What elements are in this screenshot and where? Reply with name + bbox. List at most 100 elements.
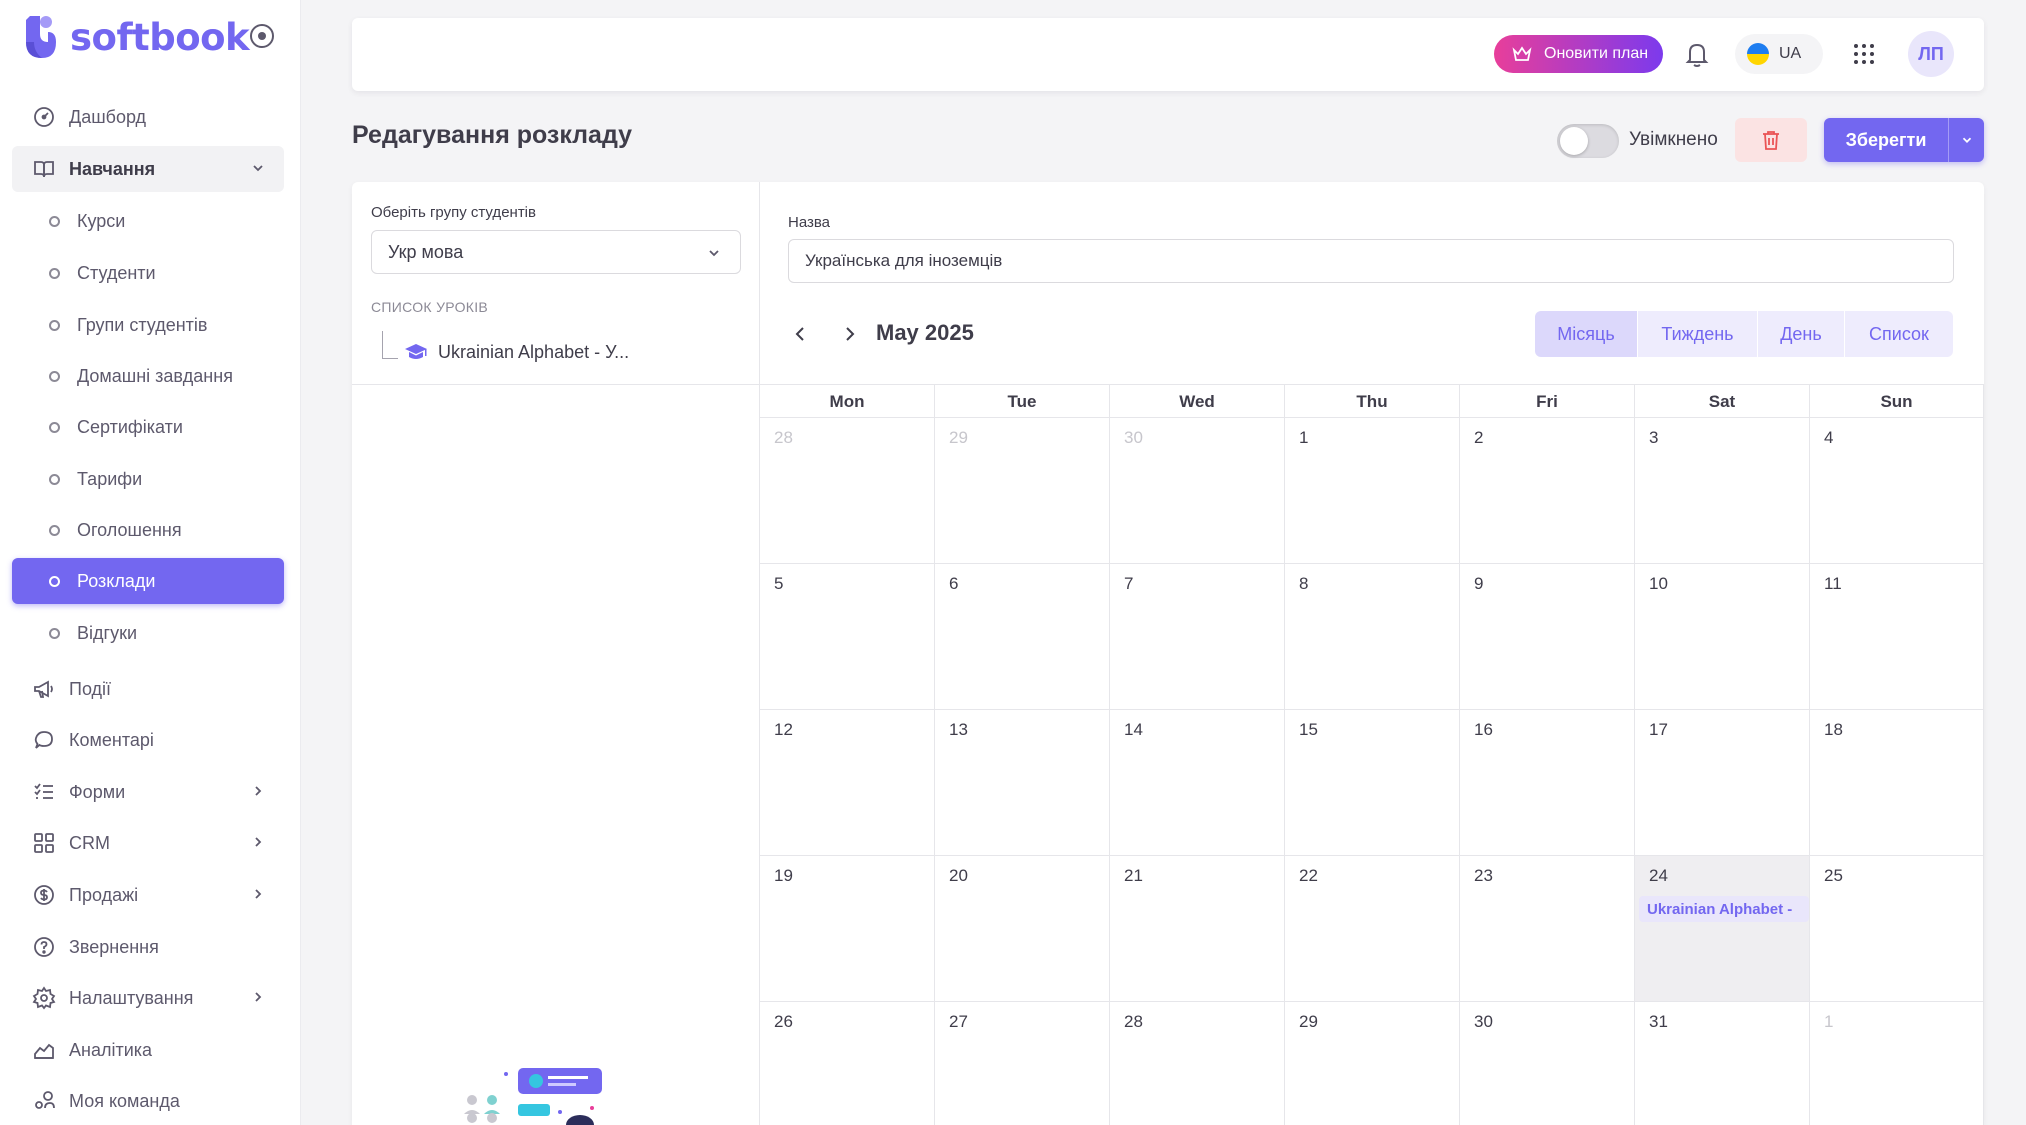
day-number[interactable]: 24 (1649, 866, 1668, 885)
day-number[interactable]: 6 (949, 574, 959, 593)
calendar-day-cell[interactable]: 21 (1110, 856, 1285, 1002)
calendar-day-cell[interactable]: 9 (1460, 564, 1635, 710)
day-number[interactable]: 1 (1299, 428, 1309, 447)
sidebar-item-sales[interactable]: Продажі (12, 872, 284, 918)
sidebar-item-courses[interactable]: Курси (12, 198, 284, 244)
save-options-dropdown[interactable] (1948, 118, 1984, 162)
calendar-day-cell[interactable]: 15 (1285, 710, 1460, 856)
sidebar-item-support[interactable]: Звернення (12, 924, 284, 970)
calendar-day-cell[interactable]: 22 (1285, 856, 1460, 1002)
day-number[interactable]: 28 (774, 428, 793, 447)
user-avatar[interactable]: ЛП (1908, 31, 1954, 77)
calendar-day-cell[interactable]: 14 (1110, 710, 1285, 856)
day-number[interactable]: 21 (1124, 866, 1143, 885)
sidebar-item-forms[interactable]: Форми (12, 769, 284, 815)
calendar-day-cell[interactable]: 29 (935, 418, 1110, 564)
calendar-day-cell[interactable]: 6 (935, 564, 1110, 710)
calendar-day-cell[interactable]: 11 (1810, 564, 1984, 710)
calendar-day-cell[interactable]: 7 (1110, 564, 1285, 710)
calendar-day-cell[interactable]: 28 (1110, 1002, 1285, 1125)
calendar-day-cell[interactable]: 27 (935, 1002, 1110, 1125)
day-number[interactable]: 29 (1299, 1012, 1318, 1031)
day-number[interactable]: 1 (1824, 1012, 1834, 1031)
sidebar-item-analytics[interactable]: Аналітика (12, 1027, 284, 1073)
logo[interactable]: softbook (22, 12, 250, 62)
day-number[interactable]: 10 (1649, 574, 1668, 593)
calendar-event[interactable]: Ukrainian Alphabet - (1639, 896, 1809, 922)
day-number[interactable]: 23 (1474, 866, 1493, 885)
sidebar-item-team[interactable]: Моя команда (12, 1078, 284, 1124)
day-number[interactable]: 18 (1824, 720, 1843, 739)
day-number[interactable]: 5 (774, 574, 784, 593)
view-month-button[interactable]: Місяць (1535, 311, 1638, 357)
day-number[interactable]: 3 (1649, 428, 1659, 447)
sidebar-item-student-groups[interactable]: Групи студентів (12, 302, 284, 348)
calendar-day-cell[interactable]: 8 (1285, 564, 1460, 710)
day-number[interactable]: 27 (949, 1012, 968, 1031)
day-number[interactable]: 28 (1124, 1012, 1143, 1031)
day-number[interactable]: 4 (1824, 428, 1834, 447)
calendar-day-cell[interactable]: 24 Ukrainian Alphabet - (1635, 856, 1810, 1002)
sidebar-item-dashboard[interactable]: Дашборд (12, 94, 284, 140)
notifications-bell-icon[interactable] (1683, 39, 1711, 69)
day-number[interactable]: 29 (949, 428, 968, 447)
sidebar-item-reviews[interactable]: Відгуки (12, 610, 284, 656)
calendar-day-cell[interactable]: 5 (760, 564, 935, 710)
view-day-button[interactable]: День (1758, 311, 1845, 357)
sidebar-pin-button[interactable] (250, 24, 274, 48)
calendar-day-cell[interactable]: 1 (1810, 1002, 1984, 1125)
day-number[interactable]: 20 (949, 866, 968, 885)
sidebar-item-homework[interactable]: Домашні завдання (12, 353, 284, 399)
calendar-day-cell[interactable]: 29 (1285, 1002, 1460, 1125)
day-number[interactable]: 25 (1824, 866, 1843, 885)
calendar-day-cell[interactable]: 28 (760, 418, 935, 564)
sidebar-item-crm[interactable]: CRM (12, 820, 284, 866)
sidebar-item-schedules[interactable]: Розклади (12, 558, 284, 604)
student-group-select[interactable]: Укр мова (371, 230, 741, 274)
calendar-day-cell[interactable]: 23 (1460, 856, 1635, 1002)
enabled-toggle[interactable] (1557, 124, 1619, 158)
next-month-button[interactable] (834, 319, 864, 349)
calendar-day-cell[interactable]: 30 (1460, 1002, 1635, 1125)
day-number[interactable]: 2 (1474, 428, 1484, 447)
calendar-day-cell[interactable]: 16 (1460, 710, 1635, 856)
sidebar-item-announcements[interactable]: Оголошення (12, 507, 284, 553)
sidebar-item-events[interactable]: Події (12, 666, 284, 712)
calendar-day-cell[interactable]: 17 (1635, 710, 1810, 856)
apps-grid-icon[interactable] (1852, 42, 1876, 66)
calendar-day-cell[interactable]: 1 (1285, 418, 1460, 564)
calendar-day-cell[interactable]: 31 (1635, 1002, 1810, 1125)
sidebar-item-comments[interactable]: Коментарі (12, 717, 284, 763)
calendar-day-cell[interactable]: 19 (760, 856, 935, 1002)
day-number[interactable]: 7 (1124, 574, 1134, 593)
day-number[interactable]: 26 (774, 1012, 793, 1031)
upgrade-plan-button[interactable]: Оновити план (1494, 35, 1663, 73)
view-list-button[interactable]: Список (1845, 311, 1953, 357)
day-number[interactable]: 11 (1824, 574, 1842, 593)
calendar-day-cell[interactable]: 26 (760, 1002, 935, 1125)
day-number[interactable]: 8 (1299, 574, 1309, 593)
calendar-day-cell[interactable]: 20 (935, 856, 1110, 1002)
save-button[interactable]: Зберегти (1824, 118, 1948, 162)
calendar-day-cell[interactable]: 10 (1635, 564, 1810, 710)
day-number[interactable]: 9 (1474, 574, 1484, 593)
sidebar-item-certificates[interactable]: Сертифікати (12, 404, 284, 450)
schedule-name-input[interactable]: Українська для іноземців (788, 239, 1954, 283)
day-number[interactable]: 22 (1299, 866, 1318, 885)
sidebar-item-learning[interactable]: Навчання (12, 146, 284, 192)
sidebar-item-tariffs[interactable]: Тарифи (12, 456, 284, 502)
calendar-day-cell[interactable]: 4 (1810, 418, 1984, 564)
calendar-day-cell[interactable]: 18 (1810, 710, 1984, 856)
sidebar-item-students[interactable]: Студенти (12, 250, 284, 296)
calendar-day-cell[interactable]: 3 (1635, 418, 1810, 564)
day-number[interactable]: 15 (1299, 720, 1318, 739)
day-number[interactable]: 12 (774, 720, 793, 739)
sidebar-item-settings[interactable]: Налаштування (12, 975, 284, 1021)
day-number[interactable]: 16 (1474, 720, 1493, 739)
calendar-day-cell[interactable]: 25 (1810, 856, 1984, 1002)
calendar-day-cell[interactable]: 13 (935, 710, 1110, 856)
view-week-button[interactable]: Тиждень (1638, 311, 1758, 357)
day-number[interactable]: 13 (949, 720, 968, 739)
calendar-day-cell[interactable]: 2 (1460, 418, 1635, 564)
prev-month-button[interactable] (786, 319, 816, 349)
